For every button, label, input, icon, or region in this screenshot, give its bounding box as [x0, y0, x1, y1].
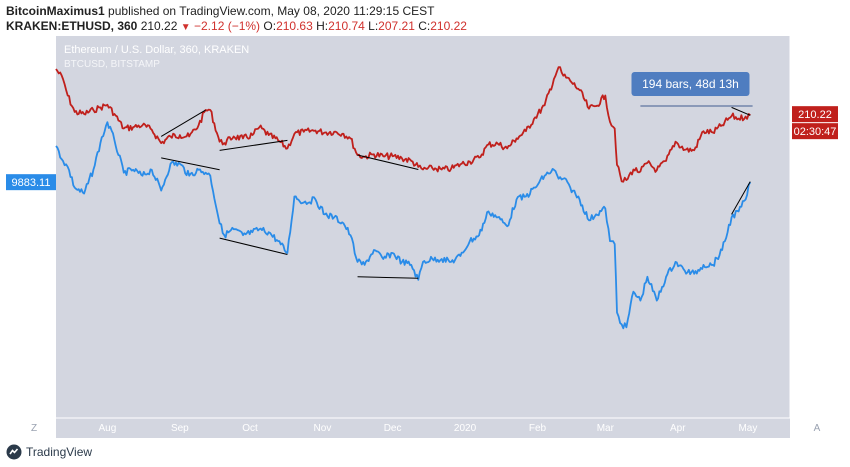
x-tick-label: Feb	[529, 423, 547, 434]
left-tick-label: 5000.00	[16, 323, 53, 334]
right-tick-label: -40.00	[798, 277, 827, 288]
measure-label: 194 bars, 48d 13h	[642, 77, 739, 91]
right-tick-label: -200.00	[798, 382, 832, 393]
left-tick-label: 6000.00	[16, 294, 53, 305]
countdown-box	[792, 123, 838, 140]
ohlc-bar: KRAKEN:ETHUSD, 360 210.22 ▼ −2.12 (−1%) …	[6, 19, 467, 33]
footer-brand-text: TradingView	[26, 445, 93, 459]
chart-subtitle: BTCUSD, BITSTAMP	[64, 59, 160, 70]
left-tick-label: 2000.00	[16, 413, 53, 424]
right-tick-label: -120.00	[798, 329, 832, 340]
right-tick-label: 320.00	[798, 39, 829, 50]
trendline	[219, 139, 288, 151]
tradingview-logo-icon	[6, 444, 22, 460]
left-tick-label: 11000.00	[11, 145, 52, 156]
trendline	[357, 154, 419, 170]
plot-area	[56, 36, 790, 418]
right-tick-label: 240.00	[798, 91, 829, 102]
x-axis-strip	[56, 418, 790, 438]
footer-brand[interactable]: TradingView	[6, 444, 92, 460]
published-text: published on TradingView.com, May 08, 20…	[108, 4, 435, 18]
low-label: L:	[368, 19, 379, 33]
last-price: 210.22	[140, 19, 178, 33]
btc-current-box	[6, 174, 56, 191]
right-tick-label: -80.00	[798, 303, 827, 314]
chart-title: Ethereum / U.S. Dollar, 360, KRAKEN	[64, 44, 249, 56]
series-line-ethusd	[55, 66, 751, 183]
trendline	[357, 276, 419, 279]
eth-current-label: 210.22	[798, 109, 832, 121]
high-label: H:	[316, 19, 329, 33]
x-tick-label: Mar	[597, 423, 615, 434]
left-tick-label: 14000.00	[10, 56, 52, 67]
low-value: 207.21	[378, 19, 415, 33]
x-tick-label: Oct	[242, 423, 258, 434]
right-tick-label: 80.00	[798, 197, 823, 208]
close-value: 210.22	[430, 19, 467, 33]
auto-scale-icon: A	[814, 423, 821, 434]
trendline	[219, 237, 288, 255]
open-value: 210.63	[276, 19, 313, 33]
right-tick-label: 160.00	[798, 144, 829, 155]
trendline	[161, 157, 220, 171]
open-label: O:	[263, 19, 277, 33]
trendline	[160, 109, 206, 137]
x-tick-label: Apr	[670, 423, 686, 434]
author-name[interactable]: BitcoinMaximus1	[6, 4, 105, 18]
price-change: −2.12 (−1%)	[194, 19, 261, 33]
x-tick-label: 2020	[454, 423, 477, 434]
publish-info: BitcoinMaximus1 published on TradingView…	[6, 4, 434, 18]
right-tick-label: -240.00	[798, 409, 832, 420]
btc-current-label: 9883.11	[12, 177, 51, 189]
series-line-btcusd	[55, 121, 752, 330]
right-tick-label: 0.00	[798, 250, 818, 261]
countdown-label: 02:30:47	[794, 126, 837, 138]
eth-current-box	[792, 106, 838, 123]
left-tick-label: 3000.00	[16, 383, 53, 394]
x-tick-label: Nov	[314, 423, 332, 434]
symbol-label: KRAKEN:ETHUSD, 360	[6, 19, 138, 33]
x-tick-label: Dec	[384, 423, 402, 434]
zoom-icon: Z	[31, 423, 37, 434]
high-value: 210.74	[328, 19, 365, 33]
left-tick-label: 12000.00	[10, 115, 52, 126]
left-tick-label: 8000.00	[16, 234, 53, 245]
trendline	[731, 181, 751, 215]
left-tick-label: 7000.00	[16, 264, 53, 275]
x-tick-label: May	[738, 423, 757, 434]
trendline	[731, 106, 751, 116]
left-tick-label: 4000.00	[16, 353, 53, 364]
right-tick-label: 280.00	[798, 65, 829, 76]
left-tick-label: 9000.00	[16, 204, 53, 215]
down-arrow-icon: ▼	[180, 22, 191, 33]
x-tick-label: Sep	[171, 423, 189, 434]
x-tick-label: Aug	[99, 423, 117, 434]
right-tick-label: 120.00	[798, 171, 829, 182]
right-tick-label: 40.00	[798, 224, 823, 235]
right-tick-label: -160.00	[798, 356, 832, 367]
close-label: C:	[418, 19, 431, 33]
left-tick-label: 13000.00	[10, 86, 52, 97]
measure-label-box	[631, 72, 750, 97]
